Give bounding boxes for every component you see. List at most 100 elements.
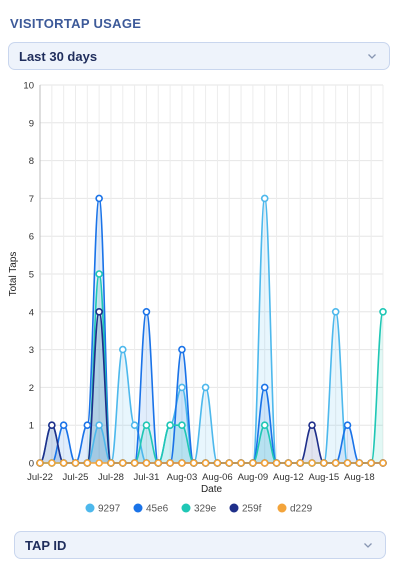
chart-areas: [40, 198, 383, 463]
data-point-d229: [142, 459, 151, 467]
data-point-d229: [130, 459, 139, 467]
y-tick-label: 2: [29, 383, 34, 394]
x-tick-label: Jul-28: [98, 472, 124, 483]
data-point-329e: [166, 421, 174, 430]
data-point-d229: [36, 459, 44, 467]
legend-label-9297: 9297: [98, 504, 121, 515]
chevron-down-icon: [368, 54, 376, 59]
y-tick-label: 9: [29, 118, 34, 129]
x-tick-label: Jul-22: [27, 472, 53, 483]
data-point-d229: [154, 459, 163, 467]
x-tick-label: Aug-15: [309, 472, 340, 483]
data-point-d229: [249, 459, 257, 467]
data-point-9297: [130, 421, 139, 430]
data-point-45e6: [178, 345, 186, 354]
data-point-d229: [48, 459, 56, 467]
data-point-45e6: [83, 421, 92, 430]
data-point-9297: [260, 194, 269, 203]
legend-swatch-d229: [277, 503, 287, 513]
data-point-d229: [284, 459, 293, 467]
data-point-d229: [331, 459, 340, 467]
data-point-329e: [142, 421, 151, 430]
x-tick-label: Aug-09: [238, 472, 269, 483]
x-tick-label: Jul-31: [134, 472, 160, 483]
data-point-d229: [367, 459, 375, 467]
data-point-d229: [178, 459, 186, 467]
data-point-d229: [118, 459, 127, 467]
legend-swatch-329e: [181, 503, 191, 513]
data-point-d229: [189, 459, 198, 467]
chevron-down-icon: [364, 543, 372, 548]
tap-id-select[interactable]: TAP ID: [14, 531, 386, 559]
date-range-select[interactable]: Last 30 days: [8, 42, 390, 70]
data-point-45e6: [260, 383, 269, 392]
data-point-d229: [59, 459, 68, 467]
x-tick-label: Jul-25: [63, 472, 89, 483]
legend-label-259f: 259f: [242, 504, 262, 515]
chart-points: [36, 194, 387, 467]
usage-chart: 0 1 2 3 4 5 6 7 8 9 10 Jul-22 Jul-25 Jul-28 Jul-31 Aug…: [8, 81, 387, 515]
data-point-d229: [260, 459, 269, 467]
data-point-9297: [118, 345, 127, 354]
chart-legend: 9297 45e6 329e 259f d229: [85, 503, 313, 515]
legend-label-d229: d229: [290, 504, 313, 515]
data-point-d229: [201, 459, 210, 467]
y-tick-label: 8: [29, 156, 34, 167]
data-point-9297: [178, 383, 186, 392]
y-tick-label: 0: [29, 459, 34, 470]
data-point-d229: [83, 459, 92, 467]
legend-label-329e: 329e: [194, 504, 217, 515]
data-point-d229: [237, 459, 245, 467]
y-tick-label: 6: [29, 232, 34, 243]
x-tick-label: Aug-12: [273, 472, 304, 483]
data-point-d229: [166, 459, 174, 467]
x-tick-label: Aug-03: [167, 472, 198, 483]
data-point-d229: [107, 459, 115, 467]
y-axis-ticks: 0 1 2 3 4 5 6 7 8 9 10: [23, 81, 34, 470]
y-tick-label: 1: [29, 421, 34, 432]
data-point-d229: [320, 459, 328, 467]
data-point-329e: [95, 270, 103, 278]
y-tick-label: 7: [29, 194, 34, 205]
series-area-9297: [40, 198, 383, 463]
series-area-45e6: [40, 198, 383, 463]
legend-swatch-9297: [85, 503, 95, 513]
data-point-45e6: [343, 421, 352, 430]
data-point-9297: [201, 383, 210, 392]
data-point-d229: [71, 459, 80, 467]
data-point-9297: [331, 308, 340, 316]
y-axis-title: Total Taps: [8, 252, 19, 297]
x-axis-title: Date: [201, 484, 223, 495]
data-point-9297: [95, 421, 103, 430]
data-point-d229: [272, 459, 281, 467]
data-point-45e6: [95, 194, 103, 203]
data-point-259f: [308, 421, 316, 430]
y-tick-label: 3: [29, 345, 34, 356]
data-point-45e6: [59, 421, 68, 430]
data-point-d229: [379, 459, 387, 467]
date-range-value: Last 30 days: [19, 48, 98, 64]
data-point-d229: [95, 459, 103, 467]
legend-label-45e6: 45e6: [146, 504, 169, 515]
page-heading: VISITORTAP USAGE: [10, 16, 142, 31]
data-point-d229: [225, 459, 234, 467]
data-point-d229: [308, 459, 316, 467]
x-axis-ticks: Jul-22 Jul-25 Jul-28 Jul-31 Aug-03 Aug-06 Aug-…: [27, 472, 375, 483]
x-tick-label: Aug-06: [202, 472, 233, 483]
data-point-329e: [260, 421, 269, 430]
data-point-d229: [296, 459, 305, 467]
data-point-259f: [95, 308, 103, 316]
data-point-259f: [48, 421, 56, 430]
legend-swatch-45e6: [133, 503, 143, 513]
data-point-d229: [355, 459, 364, 467]
data-point-329e: [379, 308, 387, 316]
data-point-329e: [178, 421, 186, 430]
data-point-d229: [213, 459, 222, 467]
tap-id-value: TAP ID: [25, 537, 67, 553]
data-point-d229: [343, 459, 352, 467]
y-tick-label: 10: [23, 81, 34, 92]
y-tick-label: 5: [29, 270, 34, 281]
data-point-45e6: [142, 308, 151, 316]
x-tick-label: Aug-18: [344, 472, 375, 483]
y-tick-label: 4: [29, 307, 34, 318]
